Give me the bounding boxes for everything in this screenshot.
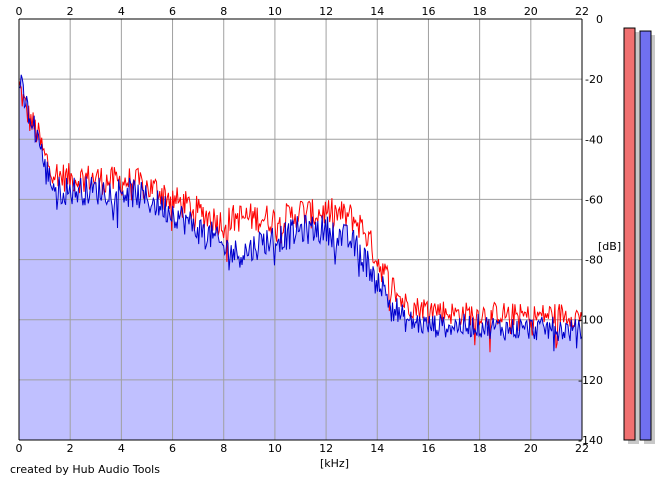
series-line-1 [18,74,583,352]
x-tick-label-top: 22 [575,5,589,18]
y-tick-label: -120 [578,374,603,387]
x-axis-label: [kHz] [320,457,349,470]
x-tick-label-top: 0 [16,5,23,18]
x-tick-label-bottom: 2 [67,442,74,455]
grid [18,18,583,441]
y-tick-label: -60 [585,193,603,206]
tick-labels: 002244668810101212141416161818202022220-… [16,5,604,455]
series-lines [18,74,583,353]
x-tick-label-top: 2 [67,5,74,18]
x-tick-label-bottom: 4 [118,442,125,455]
y-tick-label: -80 [585,254,603,267]
y-tick-label: -20 [585,73,603,86]
x-tick-label-bottom: 20 [524,442,538,455]
credit-text: created by Hub Audio Tools [10,463,160,476]
area-fill [19,74,582,441]
x-tick-label-top: 12 [319,5,333,18]
axes [18,18,583,441]
x-tick-label-bottom: 8 [220,442,227,455]
x-tick-label-top: 10 [268,5,282,18]
y-tick-label: -40 [585,133,603,146]
y-axis-label: [dB] [598,240,622,253]
spectrum-fill [19,74,582,441]
x-tick-label-bottom: 0 [16,442,23,455]
x-tick-label-bottom: 12 [319,442,333,455]
x-tick-label-bottom: 18 [473,442,487,455]
y-tick-label: 0 [596,13,603,26]
x-tick-label-top: 20 [524,5,538,18]
x-tick-label-bottom: 10 [268,442,282,455]
x-tick-label-top: 16 [421,5,435,18]
x-tick-label-bottom: 16 [421,442,435,455]
x-tick-label-top: 6 [169,5,176,18]
x-tick-label-top: 18 [473,5,487,18]
level-bar-1 [639,30,652,441]
x-tick-label-bottom: 14 [370,442,384,455]
x-tick-label-top: 4 [118,5,125,18]
y-tick-label: -100 [578,314,603,327]
y-tick-label: -140 [578,434,603,447]
x-tick-label-bottom: 22 [575,442,589,455]
level-meters [623,27,655,445]
level-bar-0 [623,27,636,441]
x-tick-label-top: 8 [220,5,227,18]
x-tick-label-bottom: 6 [169,442,176,455]
x-tick-label-top: 14 [370,5,384,18]
